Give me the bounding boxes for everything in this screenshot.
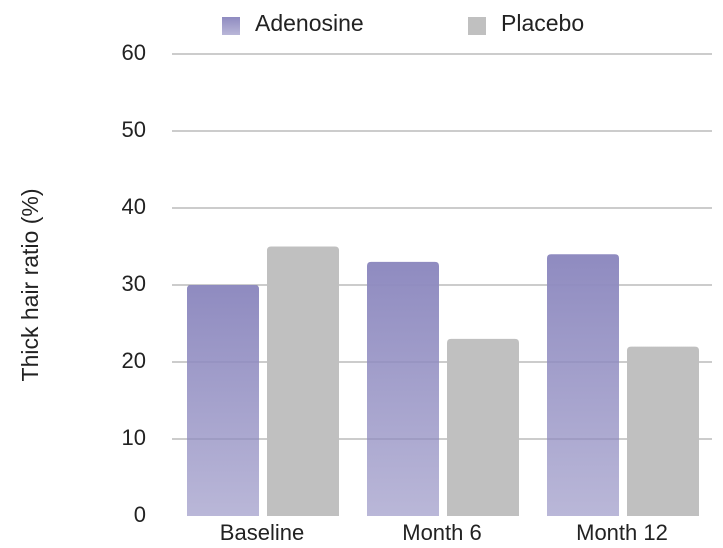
y-tick-label: 50 bbox=[122, 117, 146, 142]
bar bbox=[627, 346, 699, 516]
legend-swatch bbox=[222, 17, 240, 35]
bar bbox=[367, 261, 439, 516]
bar bbox=[187, 285, 259, 516]
legend-label: Adenosine bbox=[255, 10, 364, 36]
legend-label: Placebo bbox=[501, 10, 584, 36]
x-tick-label: Month 12 bbox=[576, 520, 668, 545]
bar bbox=[447, 338, 519, 516]
x-tick-label: Baseline bbox=[220, 520, 304, 545]
y-tick-label: 60 bbox=[122, 40, 146, 65]
y-tick-label: 0 bbox=[134, 502, 146, 527]
bar bbox=[267, 246, 339, 516]
y-tick-label: 30 bbox=[122, 271, 146, 296]
y-tick-label: 20 bbox=[122, 348, 146, 373]
x-tick-label: Month 6 bbox=[402, 520, 482, 545]
legend-swatch bbox=[468, 17, 486, 35]
y-axis-label: Thick hair ratio (%) bbox=[17, 189, 43, 382]
y-tick-label: 40 bbox=[122, 194, 146, 219]
y-tick-label: 10 bbox=[122, 425, 146, 450]
bar bbox=[547, 254, 619, 516]
